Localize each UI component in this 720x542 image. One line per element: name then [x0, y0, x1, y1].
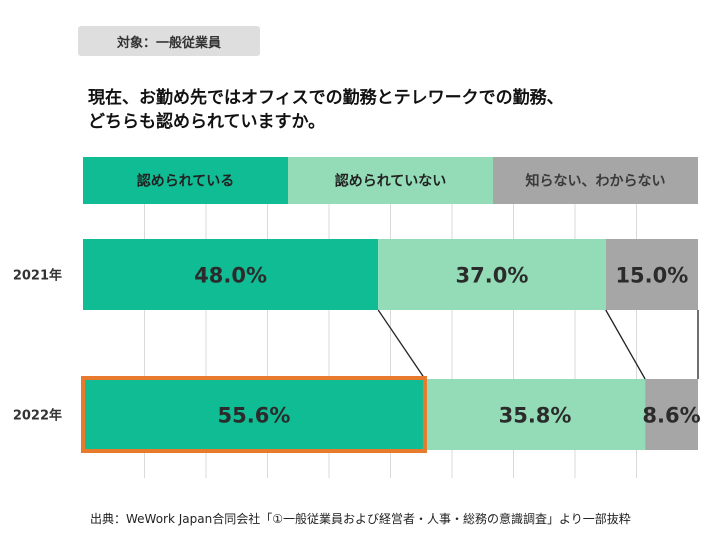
highlight-box	[81, 376, 427, 453]
legend-swatch-3	[493, 157, 698, 204]
data-label: 55.6%	[218, 404, 291, 428]
question-text: 現在、お勤め先ではオフィスでの勤務とテレワークでの勤務、 どちらも認められていま…	[88, 86, 708, 134]
data-label: 35.8%	[499, 404, 572, 428]
question-line-1: 現在、お勤め先ではオフィスでの勤務とテレワークでの勤務、	[88, 88, 564, 108]
question-line-2: どちらも認められていますか。	[88, 112, 326, 132]
legend-swatch-1	[83, 157, 288, 204]
legend-label-3: 知らない、わからない	[526, 173, 666, 190]
bar-2021--series-3	[605, 239, 698, 310]
source-note: 出典：WeWork Japan合同会社「①一般従業員および経営者・人事・総務の意…	[90, 512, 631, 526]
category-label: 2022年	[13, 408, 62, 424]
target-badge: 対象：一般従業員	[78, 26, 260, 56]
legend-label-2: 認められていない	[335, 173, 447, 190]
bar-2022--series-2	[424, 379, 646, 450]
legend-swatch-2	[288, 157, 493, 204]
data-label: 8.6%	[642, 404, 700, 428]
category-label: 2021年	[13, 268, 62, 284]
data-label: 15.0%	[615, 264, 688, 288]
legend-label-1: 認められている	[137, 173, 235, 190]
bar-2021--series-2	[378, 239, 606, 310]
data-label: 37.0%	[456, 264, 529, 288]
bar-2021--series-1	[83, 239, 379, 310]
bar-2022--series-1	[83, 379, 425, 450]
bar-2022--series-3	[645, 379, 698, 450]
connector-line	[605, 309, 646, 380]
data-label: 48.0%	[194, 264, 267, 288]
connector-line	[377, 309, 426, 380]
